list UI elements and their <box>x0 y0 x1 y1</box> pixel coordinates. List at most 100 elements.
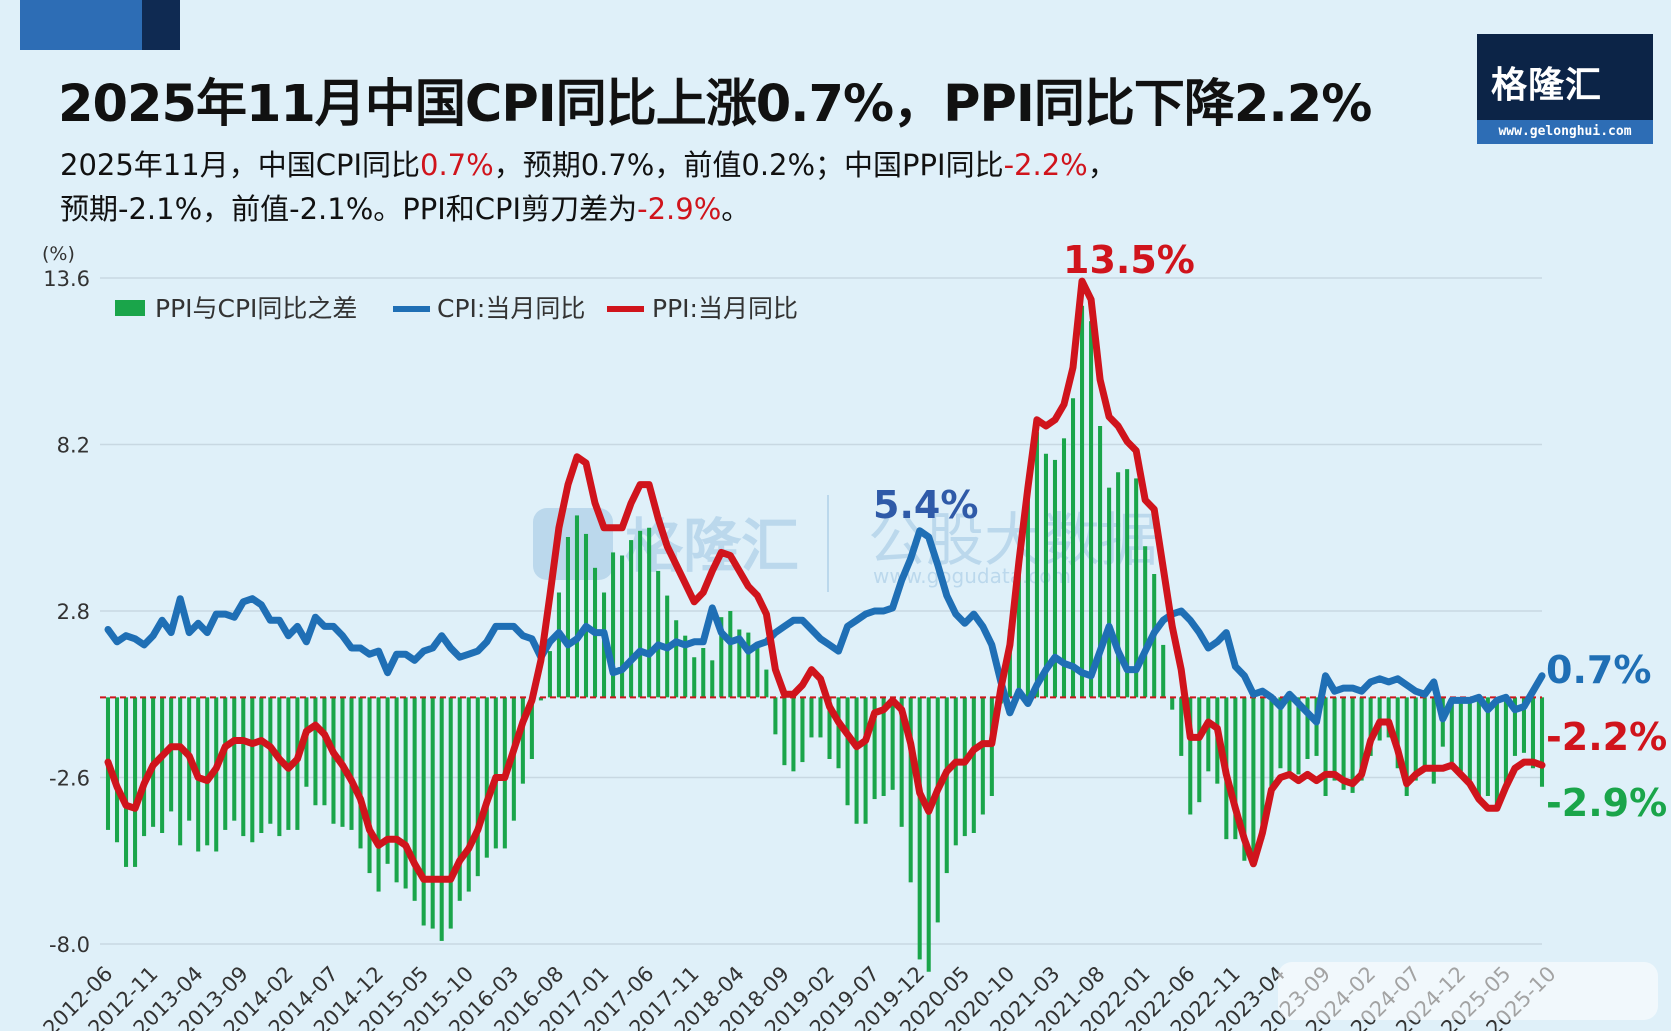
gap-bar <box>1143 546 1148 698</box>
gap-bar <box>1449 697 1454 763</box>
gap-bar <box>1197 697 1202 803</box>
gap-bar <box>1043 453 1048 698</box>
gap-bar <box>1134 478 1139 698</box>
gap-bar <box>466 697 471 892</box>
gap-bar <box>836 697 841 769</box>
gap-bar <box>1269 697 1274 790</box>
gap-bar <box>529 697 534 759</box>
gap-bar <box>583 533 589 698</box>
gap-bar <box>367 697 372 874</box>
gap-bar <box>403 697 408 889</box>
top-accent-bar-dark <box>142 0 180 50</box>
gap-bar <box>547 651 552 698</box>
gap-bar <box>124 697 129 867</box>
gap-bar <box>1251 697 1256 867</box>
gap-bar <box>1512 697 1517 756</box>
page-title: 2025年11月中国CPI同比上涨0.7%，PPI同比下降2.2% <box>58 75 1372 134</box>
gap-bar <box>142 697 147 837</box>
gap-bar <box>349 697 354 830</box>
image-viewer-overlay <box>1278 962 1658 1020</box>
gap-bar <box>854 697 859 824</box>
gap-bar <box>1107 487 1112 698</box>
summary-text: 预期-2.1%，前值-2.1%。PPI和CPI剪刀差为 <box>60 192 638 226</box>
gap-bar <box>899 697 904 827</box>
gap-bar <box>133 697 138 867</box>
gap-bar <box>638 530 643 698</box>
gap-bar <box>223 697 228 830</box>
gap-bar <box>1395 697 1400 769</box>
gap-bar <box>1170 697 1175 710</box>
gap-bar <box>448 697 453 929</box>
gap-bar <box>701 648 706 698</box>
gap-bar <box>746 632 751 698</box>
summary-line-2: 预期-2.1%，前值-2.1%。PPI和CPI剪刀差为-2.9%。 <box>60 186 750 228</box>
legend-cpi-label: CPI:当月同比 <box>437 294 585 323</box>
y-tick-label: 8.2 <box>57 434 90 458</box>
ppi-last-label: -2.2% <box>1546 715 1667 759</box>
gap-bar <box>764 669 769 698</box>
gap-bar <box>962 697 967 837</box>
gap-bar <box>160 697 165 833</box>
gap-bar <box>565 537 570 698</box>
gap-last-label: -2.9% <box>1546 781 1667 825</box>
gap-bar <box>611 552 616 698</box>
gap-bar <box>800 697 805 763</box>
gap-bar <box>241 697 246 837</box>
gap-bar <box>1296 697 1301 775</box>
gap-bar <box>728 611 733 698</box>
gap-bar <box>1467 697 1472 781</box>
gap-bar <box>620 555 625 698</box>
gap-bar <box>791 697 796 772</box>
gap-bar <box>1458 697 1463 772</box>
gap-bar <box>493 697 498 849</box>
gap-bar <box>538 697 543 701</box>
gap-bar <box>692 657 697 698</box>
series-lines <box>104 277 1546 883</box>
gap-bar <box>556 592 561 698</box>
gap-bar <box>953 697 958 846</box>
gap-bars <box>105 305 1545 972</box>
gap-bar <box>1116 472 1121 698</box>
gap-bar <box>1206 697 1211 772</box>
gap-bar <box>313 697 318 806</box>
gap-bar <box>818 697 823 738</box>
gap-bar <box>439 697 444 941</box>
gap-bar <box>1098 426 1103 698</box>
gap-bar <box>1476 697 1481 800</box>
gap-bar <box>935 697 940 923</box>
gap-bar <box>1530 697 1536 769</box>
gap-bar <box>1080 305 1085 698</box>
summary-text: 2025年11月，中国CPI同比 <box>60 148 420 182</box>
gap-bar <box>1016 567 1021 698</box>
gap-bar <box>1233 697 1238 840</box>
gap-bar <box>1188 697 1193 815</box>
gap-bar <box>1314 697 1319 756</box>
gap-bar <box>827 697 832 759</box>
cpi-peak-label: 5.4% <box>873 483 978 527</box>
gap-bar <box>908 697 913 883</box>
legend: PPI与CPI同比之差 CPI:当月同比 PPI:当月同比 <box>115 294 798 323</box>
summary-text: ，预期0.7%，前值0.2%；中国PPI同比 <box>493 148 1004 182</box>
gap-bar <box>1260 697 1265 840</box>
gap-bar <box>773 697 778 735</box>
gap-bar <box>169 697 174 812</box>
gap-bar <box>1070 398 1076 698</box>
gap-bar <box>1386 697 1391 738</box>
ppi-value-highlight: -2.2% <box>1003 148 1088 182</box>
gap-bar <box>1125 469 1130 698</box>
gap-bar <box>412 697 417 901</box>
gap-bar <box>710 660 715 698</box>
gap-bar <box>881 697 886 796</box>
gap-bar <box>1368 697 1373 756</box>
gap-bar <box>944 697 949 874</box>
gap-bar <box>114 697 120 843</box>
gap-bar <box>1539 697 1545 787</box>
gap-bar <box>322 697 327 806</box>
gap-bar <box>1431 697 1436 784</box>
gap-bar <box>755 648 760 698</box>
legend-swatch-gap <box>115 300 145 316</box>
gap-bar <box>1404 697 1409 796</box>
logo-url: www.gelonghui.com <box>1477 120 1653 144</box>
gap-bar <box>872 697 877 800</box>
gap-bar <box>1034 432 1039 698</box>
